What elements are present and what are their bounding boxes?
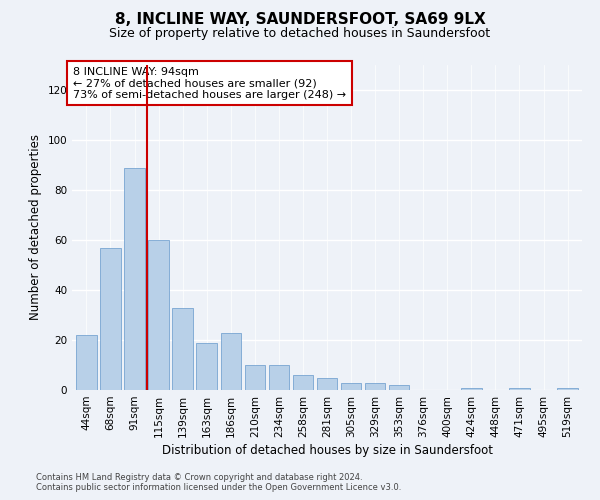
Bar: [245, 365, 265, 390]
X-axis label: Distribution of detached houses by size in Saundersfoot: Distribution of detached houses by size …: [161, 444, 493, 457]
Bar: [341, 382, 361, 390]
Text: 8 INCLINE WAY: 94sqm
← 27% of detached houses are smaller (92)
73% of semi-detac: 8 INCLINE WAY: 94sqm ← 27% of detached h…: [73, 66, 346, 100]
Bar: [293, 375, 313, 390]
Bar: [76, 335, 97, 390]
Text: 8, INCLINE WAY, SAUNDERSFOOT, SA69 9LX: 8, INCLINE WAY, SAUNDERSFOOT, SA69 9LX: [115, 12, 485, 28]
Text: Size of property relative to detached houses in Saundersfoot: Size of property relative to detached ho…: [109, 28, 491, 40]
Bar: [221, 332, 241, 390]
Text: Contains HM Land Registry data © Crown copyright and database right 2024.: Contains HM Land Registry data © Crown c…: [36, 474, 362, 482]
Bar: [269, 365, 289, 390]
Bar: [509, 388, 530, 390]
Bar: [461, 388, 482, 390]
Y-axis label: Number of detached properties: Number of detached properties: [29, 134, 42, 320]
Bar: [365, 382, 385, 390]
Bar: [172, 308, 193, 390]
Bar: [317, 378, 337, 390]
Bar: [100, 248, 121, 390]
Text: Contains public sector information licensed under the Open Government Licence v3: Contains public sector information licen…: [36, 484, 401, 492]
Bar: [148, 240, 169, 390]
Bar: [124, 168, 145, 390]
Bar: [389, 385, 409, 390]
Bar: [557, 388, 578, 390]
Bar: [196, 342, 217, 390]
